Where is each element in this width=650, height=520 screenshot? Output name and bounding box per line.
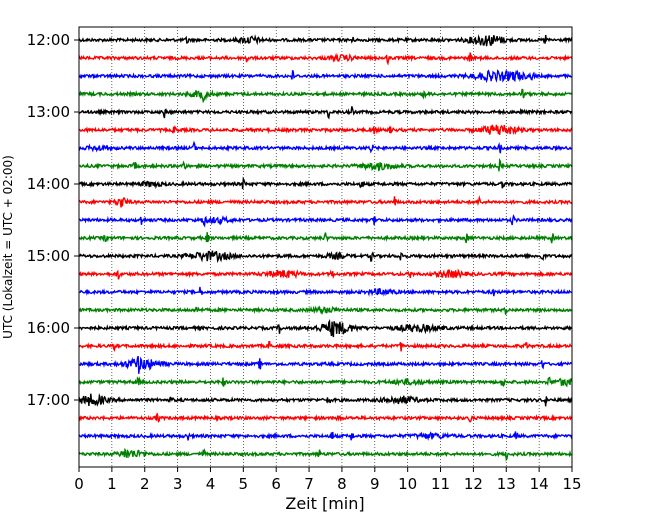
plot-frame bbox=[78, 26, 573, 468]
trace-row-1700 bbox=[78, 392, 573, 407]
x-tick-label: 13 bbox=[497, 475, 516, 493]
x-tick-label: 5 bbox=[239, 475, 249, 493]
trace-row-1430 bbox=[78, 214, 573, 228]
x-tick-label: 9 bbox=[370, 475, 380, 493]
seismogram-traces bbox=[78, 34, 573, 462]
trace-row-1545 bbox=[78, 305, 573, 316]
x-axis: 0 1 2 3 4 5 6 7 8 9 10 11 12 13 14 15 bbox=[74, 467, 582, 493]
trace-row-1500 bbox=[78, 250, 573, 264]
trace-row-1300 bbox=[78, 106, 573, 120]
trace-row-1445 bbox=[78, 232, 573, 244]
trace-row-1645 bbox=[78, 376, 573, 388]
trace-row-1715 bbox=[78, 413, 573, 423]
x-tick-label: 15 bbox=[562, 475, 581, 493]
x-tick-label: 4 bbox=[206, 475, 216, 493]
y-tick-label: 12:00 bbox=[27, 31, 70, 49]
trace-row-1415 bbox=[78, 194, 573, 208]
x-tick-label: 0 bbox=[74, 475, 84, 493]
x-tick-label: 3 bbox=[173, 475, 183, 493]
y-axis: 12:00 13:00 14:00 15:00 16:00 17:00 bbox=[27, 31, 79, 409]
trace-row-1615 bbox=[78, 341, 573, 353]
trace-row-1400 bbox=[78, 176, 573, 190]
y-tick-label: 16:00 bbox=[27, 319, 70, 337]
trace-row-1515 bbox=[78, 268, 573, 280]
trace-row-1630 bbox=[78, 355, 573, 374]
x-tick-label: 1 bbox=[107, 475, 117, 493]
x-tick-label: 12 bbox=[464, 475, 483, 493]
trace-row-1345 bbox=[78, 157, 573, 172]
trace-row-1600 bbox=[78, 318, 573, 338]
y-tick-label: 14:00 bbox=[27, 175, 70, 193]
trace-row-1530 bbox=[78, 286, 573, 297]
x-tick-label: 14 bbox=[530, 475, 549, 493]
y-tick-label: 15:00 bbox=[27, 247, 70, 265]
x-tick-label: 11 bbox=[431, 475, 450, 493]
x-tick-label: 8 bbox=[337, 475, 347, 493]
y-tick-label: 13:00 bbox=[27, 103, 70, 121]
trace-row-1230 bbox=[78, 69, 573, 84]
x-tick-label: 7 bbox=[304, 475, 314, 493]
trace-row-1330 bbox=[78, 140, 573, 154]
x-tick-label: 2 bbox=[140, 475, 150, 493]
y-tick-label: 17:00 bbox=[27, 391, 70, 409]
x-axis-label: Zeit [min] bbox=[285, 494, 364, 513]
grid-lines bbox=[111, 27, 540, 467]
x-tick-label: 6 bbox=[271, 475, 281, 493]
y-axis-label: UTC (Lokalzeit = UTC + 02:00) bbox=[1, 155, 15, 339]
trace-row-1200 bbox=[78, 34, 573, 47]
trace-row-1315 bbox=[78, 124, 573, 136]
trace-row-1215 bbox=[78, 52, 573, 66]
trace-row-1730 bbox=[78, 431, 573, 441]
trace-row-1745 bbox=[78, 447, 573, 462]
trace-row-1245 bbox=[78, 88, 573, 104]
x-tick-label: 10 bbox=[398, 475, 417, 493]
